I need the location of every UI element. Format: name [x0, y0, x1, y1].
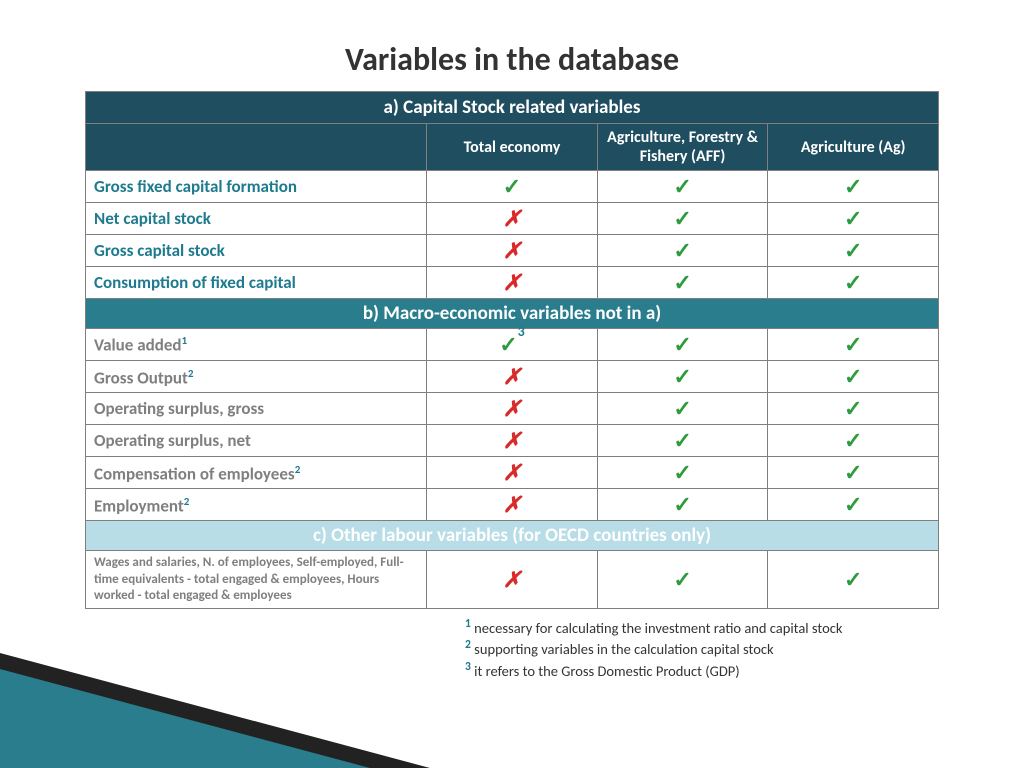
row-label: Gross capital stock [86, 235, 427, 267]
row-label: Compensation of employees2 [86, 457, 427, 489]
column-header-empty [86, 124, 427, 171]
cell: ✗ [427, 425, 598, 457]
cell: ✓ [597, 551, 768, 609]
table-row: Value added1 ✓3 ✓ ✓ [86, 329, 939, 361]
row-label: Gross Output2 [86, 361, 427, 393]
footnotes: 1 necessary for calculating the investme… [465, 617, 939, 681]
column-header-1: Total economy [427, 124, 598, 171]
cell: ✗ [427, 203, 598, 235]
row-label: Operating surplus, gross [86, 393, 427, 425]
cell: ✓ [768, 425, 939, 457]
table-row: Compensation of employees2 ✗ ✓ ✓ [86, 457, 939, 489]
table-row: Gross capital stock ✗ ✓ ✓ [86, 235, 939, 267]
cell: ✓ [768, 457, 939, 489]
cell: ✗ [427, 267, 598, 299]
cell: ✓ [768, 393, 939, 425]
column-header-3: Agriculture (Ag) [768, 124, 939, 171]
cell: ✓ [768, 235, 939, 267]
slide-content: Variables in the database a) Capital Sto… [0, 0, 1024, 681]
column-header-2: Agriculture, Forestry & Fishery (AFF) [597, 124, 768, 171]
cell: ✓ [427, 171, 598, 203]
decorative-wedge-teal [0, 653, 370, 768]
table-row: Net capital stock ✗ ✓ ✓ [86, 203, 939, 235]
cell: ✓ [768, 203, 939, 235]
cell: ✗ [427, 551, 598, 609]
cell: ✓ [768, 489, 939, 521]
cell: ✗ [427, 489, 598, 521]
cell: ✓ [597, 267, 768, 299]
cell: ✓ [768, 551, 939, 609]
cell: ✓ [768, 171, 939, 203]
row-label: Value added1 [86, 329, 427, 361]
table-row: Consumption of fixed capital ✗ ✓ ✓ [86, 267, 939, 299]
cell: ✓ [597, 361, 768, 393]
cell: ✓ [768, 267, 939, 299]
cell: ✓ [597, 489, 768, 521]
cell: ✓ [597, 235, 768, 267]
row-label: Gross fixed capital formation [86, 171, 427, 203]
cell: ✓ [597, 393, 768, 425]
section-c-header: c) Other labour variables (for OECD coun… [86, 521, 939, 551]
cell: ✗ [427, 361, 598, 393]
row-label: Net capital stock [86, 203, 427, 235]
cell: ✓ [597, 171, 768, 203]
footnote: 2 supporting variables in the calculatio… [465, 638, 939, 659]
footnote: 3 it refers to the Gross Domestic Produc… [465, 660, 939, 681]
table-row: Wages and salaries, N. of employees, Sel… [86, 551, 939, 609]
cell: ✗ [427, 457, 598, 489]
table-row: Gross Output2 ✗ ✓ ✓ [86, 361, 939, 393]
row-label: Consumption of fixed capital [86, 267, 427, 299]
cell: ✓ [597, 203, 768, 235]
cell: ✗ [427, 393, 598, 425]
section-a-header: a) Capital Stock related variables [86, 92, 939, 124]
table-row: Employment2 ✗ ✓ ✓ [86, 489, 939, 521]
cell: ✓ [597, 457, 768, 489]
table-row: Operating surplus, gross ✗ ✓ ✓ [86, 393, 939, 425]
cell: ✓ [768, 329, 939, 361]
cell: ✓ [597, 425, 768, 457]
cell: ✓3 [427, 329, 598, 361]
footnote: 1 necessary for calculating the investme… [465, 617, 939, 638]
section-b-header: b) Macro-economic variables not in a) [86, 299, 939, 329]
table-row: Operating surplus, net ✗ ✓ ✓ [86, 425, 939, 457]
cell: ✗ [427, 235, 598, 267]
variables-table: a) Capital Stock related variables Total… [85, 91, 939, 609]
row-label: Wages and salaries, N. of employees, Sel… [86, 551, 427, 609]
cell: ✓ [768, 361, 939, 393]
column-header-row: Total economy Agriculture, Forestry & Fi… [86, 124, 939, 171]
table-row: Gross fixed capital formation ✓ ✓ ✓ [86, 171, 939, 203]
row-label: Employment2 [86, 489, 427, 521]
page-title: Variables in the database [85, 40, 939, 79]
cell: ✓ [597, 329, 768, 361]
row-label: Operating surplus, net [86, 425, 427, 457]
